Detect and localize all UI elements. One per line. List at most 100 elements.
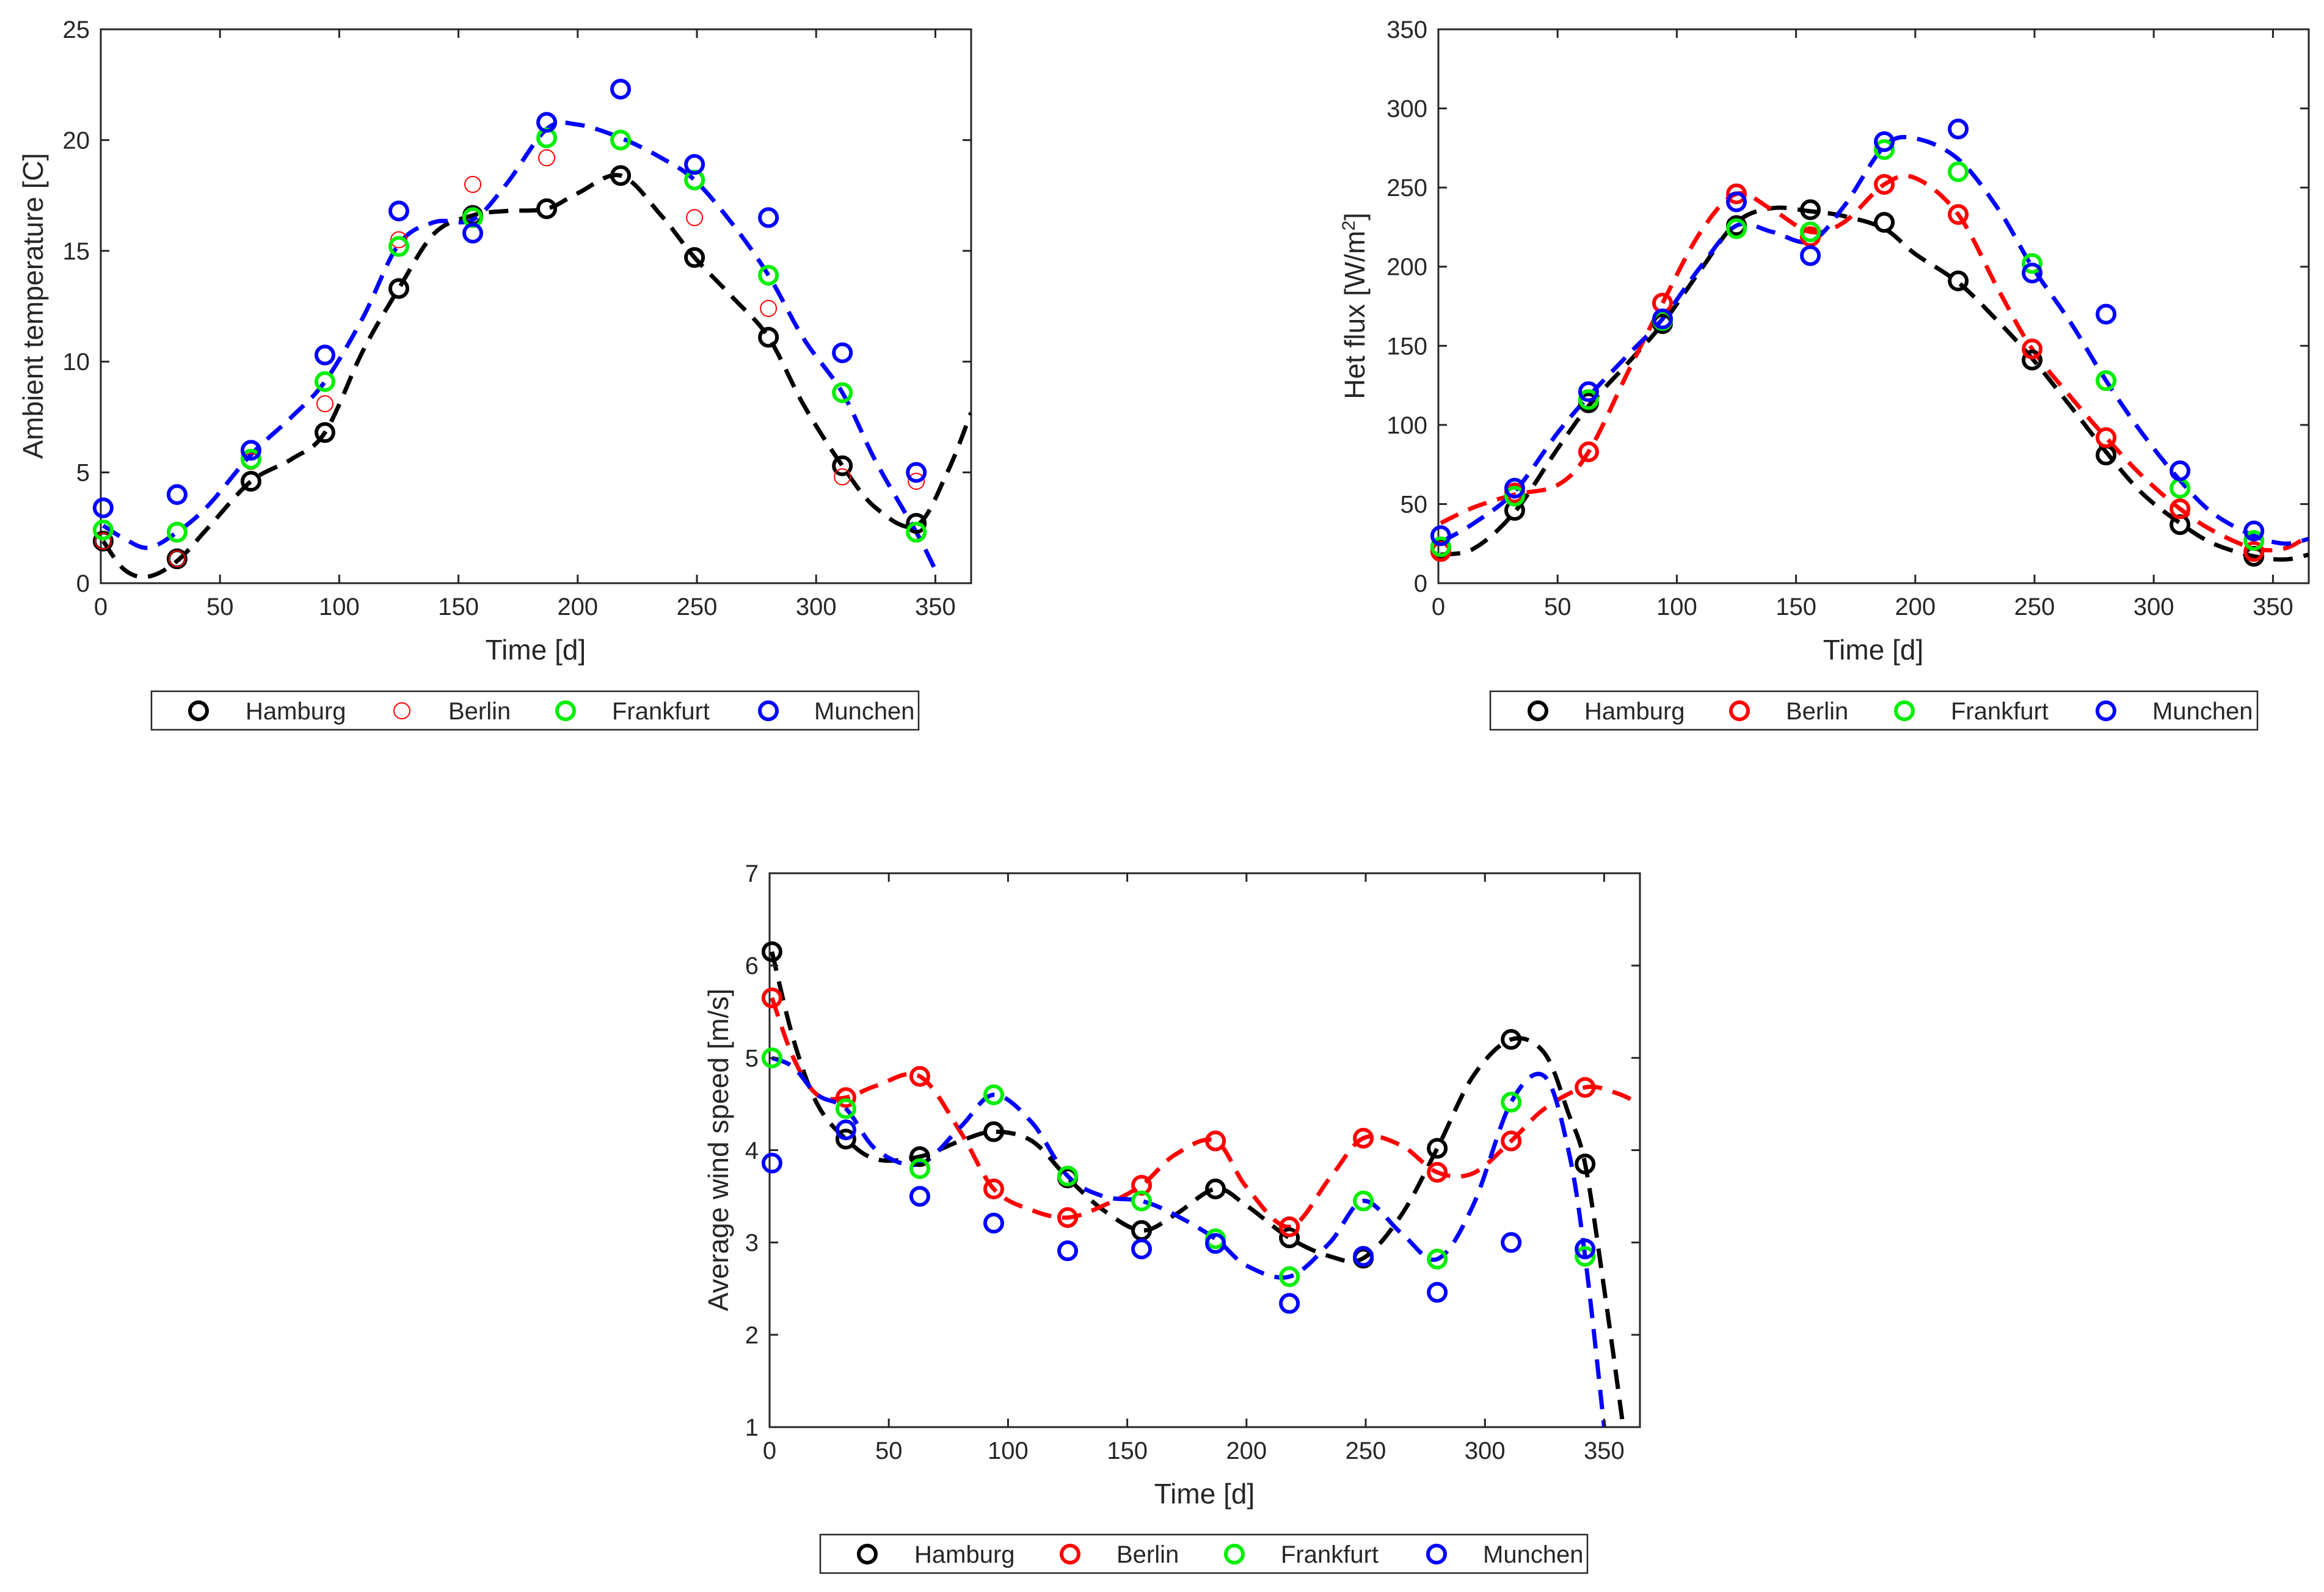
y-axis-label-superscript: 2 xyxy=(1339,220,1359,231)
y-axis-label-end: ] xyxy=(1339,213,1371,220)
data-point-frankfurt xyxy=(240,448,261,470)
legend-marker-munchen xyxy=(758,700,779,721)
data-point-berlin xyxy=(686,209,704,227)
data-point-berlin xyxy=(1578,441,1599,462)
legend-marker-hamburg xyxy=(857,1544,878,1565)
x-tick-label: 350 xyxy=(2253,594,2293,620)
legend-label-hamburg: Hamburg xyxy=(1584,698,1685,725)
fit-curve-munchen xyxy=(102,120,938,571)
data-point-berlin xyxy=(2096,427,2117,448)
data-point-munchen xyxy=(2243,520,2265,542)
data-point-berlin xyxy=(2243,541,2265,562)
data-point-frankfurt xyxy=(1131,1190,1153,1212)
data-point-munchen xyxy=(1578,381,1599,402)
data-point-hamburg xyxy=(388,278,410,299)
y-tick-label: 1 xyxy=(745,1414,759,1441)
data-point-hamburg xyxy=(240,471,261,492)
data-point-berlin xyxy=(909,1066,930,1087)
y-tick-label: 200 xyxy=(1386,254,1427,281)
legend-label-berlin: Berlin xyxy=(448,698,511,725)
data-point-frankfurt xyxy=(1057,1165,1079,1187)
data-point-frankfurt xyxy=(2022,253,2043,274)
legend-marker-frankfurt xyxy=(1894,700,1915,721)
data-point-berlin xyxy=(908,473,925,490)
x-tick-label: 50 xyxy=(875,1438,903,1464)
data-point-frankfurt xyxy=(166,522,188,543)
plot-area-frame xyxy=(100,28,972,584)
data-point-munchen xyxy=(835,1119,856,1141)
data-point-hamburg xyxy=(1279,1227,1300,1249)
data-point-frankfurt xyxy=(1279,1266,1300,1287)
fit-curve-hamburg xyxy=(1440,205,2309,562)
y-tick-label: 150 xyxy=(1386,333,1427,360)
data-point-hamburg xyxy=(761,941,782,962)
data-point-munchen xyxy=(1205,1233,1226,1254)
y-tick-label: 300 xyxy=(1386,96,1427,123)
y-tick-label: 7 xyxy=(745,860,759,887)
data-point-frankfurt xyxy=(1578,389,1599,410)
data-point-frankfurt xyxy=(1948,161,1969,183)
x-tick-label: 150 xyxy=(1107,1438,1148,1464)
x-tick-label: 200 xyxy=(1895,594,1936,620)
legend-label-berlin: Berlin xyxy=(1786,698,1848,725)
data-point-munchen xyxy=(610,78,632,100)
legend-box xyxy=(1489,690,2259,731)
y-tick-label: 20 xyxy=(63,127,90,154)
legend-marker-berlin xyxy=(1729,700,1750,721)
data-point-munchen xyxy=(761,1152,782,1174)
legend-box xyxy=(819,1533,1589,1574)
x-axis-label: Time [d] xyxy=(486,634,586,666)
legend-marker-berlin xyxy=(1060,1544,1080,1565)
x-tick-label: 50 xyxy=(1544,594,1572,620)
legend-marker-frankfurt xyxy=(1224,1544,1245,1565)
fit-curve-berlin xyxy=(1440,173,2309,553)
data-point-berlin xyxy=(760,300,778,318)
x-tick-label: 50 xyxy=(206,594,234,620)
data-point-munchen xyxy=(1575,1238,1596,1260)
data-point-frankfurt xyxy=(1353,1190,1374,1212)
y-tick-label: 0 xyxy=(76,570,90,597)
data-point-frankfurt xyxy=(909,1158,930,1179)
data-point-berlin xyxy=(2169,498,2191,520)
y-tick-label: 25 xyxy=(63,16,90,43)
legend: Hamburg Berlin Frankfurt Munchen xyxy=(1489,690,2259,731)
data-point-frankfurt xyxy=(983,1084,1004,1105)
data-point-hamburg xyxy=(832,455,853,476)
data-point-munchen xyxy=(1948,118,1969,140)
data-point-berlin xyxy=(1279,1216,1300,1237)
data-point-hamburg xyxy=(314,422,335,443)
y-axis-label: Average wind speed [m/s] xyxy=(702,989,734,1311)
fit-curve-berlin xyxy=(770,997,1640,1229)
legend-label-munchen: Munchen xyxy=(1483,1541,1584,1568)
data-point-munchen xyxy=(536,112,558,133)
data-point-berlin xyxy=(1353,1127,1374,1149)
legend-box xyxy=(150,690,920,731)
data-point-hamburg xyxy=(906,513,927,534)
y-tick-label: 2 xyxy=(745,1322,759,1349)
fit-curves xyxy=(1440,134,2309,562)
plot-area-frame xyxy=(1437,28,2310,584)
data-point-frankfurt xyxy=(758,264,779,286)
legend-label-berlin: Berlin xyxy=(1116,1541,1179,1568)
legend-label-hamburg: Hamburg xyxy=(246,698,346,725)
y-tick-label: 5 xyxy=(76,460,90,487)
data-point-berlin xyxy=(94,532,112,550)
legend-marker-munchen xyxy=(1426,1544,1447,1565)
data-point-frankfurt xyxy=(1874,139,1895,160)
y-tick-label: 100 xyxy=(1386,412,1427,439)
data-point-munchen xyxy=(1279,1293,1300,1314)
data-point-berlin xyxy=(1427,1161,1448,1183)
data-point-hamburg xyxy=(536,198,558,219)
legend-label-hamburg: Hamburg xyxy=(914,1541,1015,1568)
data-point-hamburg xyxy=(835,1129,856,1150)
data-point-hamburg xyxy=(758,327,779,348)
data-point-frankfurt xyxy=(1575,1246,1596,1267)
data-points xyxy=(1430,118,2265,567)
x-axis-label: Time [d] xyxy=(1154,1478,1255,1510)
data-point-hamburg xyxy=(1205,1178,1226,1199)
data-point-munchen xyxy=(758,207,779,228)
data-point-frankfurt xyxy=(1501,1091,1522,1113)
data-point-munchen xyxy=(684,154,705,175)
y-axis-label: Het flux [W/m2] xyxy=(1339,213,1371,399)
data-point-munchen xyxy=(909,1186,930,1207)
